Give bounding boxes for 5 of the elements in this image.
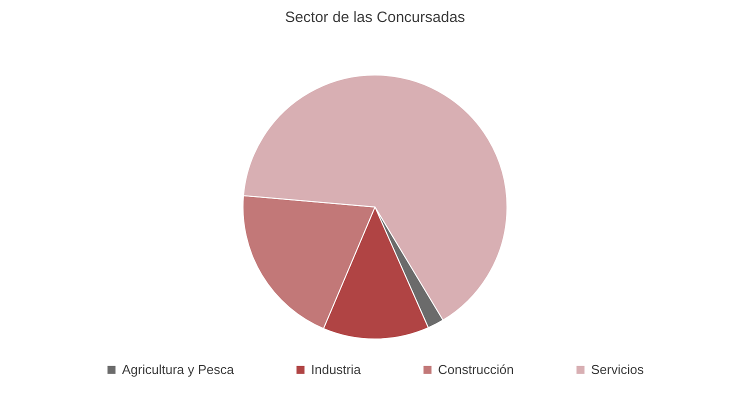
legend-label: Servicios <box>591 362 644 377</box>
legend-label: Agricultura y Pesca <box>122 362 235 377</box>
legend-label: Industria <box>311 362 362 377</box>
chart-title: Sector de las Concursadas <box>284 9 466 26</box>
legend-label: Construcción <box>438 362 514 377</box>
